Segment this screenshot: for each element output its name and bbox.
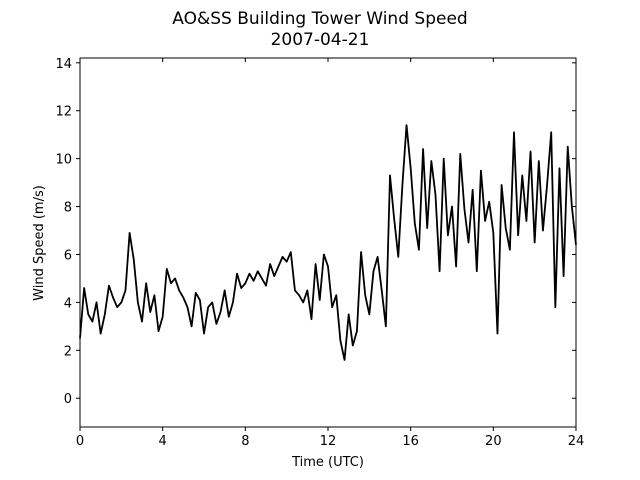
y-tick-label: 0 [64,392,72,407]
x-tick-label: 16 [402,434,419,449]
y-tick-label: 12 [55,105,72,120]
y-tick-label: 8 [64,201,72,216]
x-tick-label: 4 [159,434,167,449]
y-tick-label: 10 [55,153,72,168]
x-axis-label: Time (UTC) [291,455,364,470]
x-tick-label: 12 [320,434,337,449]
plot-frame [79,57,577,428]
chart-title: AO&SS Building Tower Wind Speed [172,9,467,29]
x-tick-label: 0 [76,434,84,449]
chart-subtitle: 2007-04-21 [271,30,370,50]
x-tick-label: 20 [485,434,502,449]
y-axis-label: Wind Speed (m/s) [32,185,47,301]
y-tick-label: 14 [55,57,72,72]
y-tick-label: 6 [64,248,72,263]
y-tick-label: 2 [64,344,72,359]
x-tick-label: 24 [568,434,585,449]
line-series [79,124,577,361]
x-tick-label: 8 [241,434,249,449]
y-tick-label: 4 [64,296,72,311]
